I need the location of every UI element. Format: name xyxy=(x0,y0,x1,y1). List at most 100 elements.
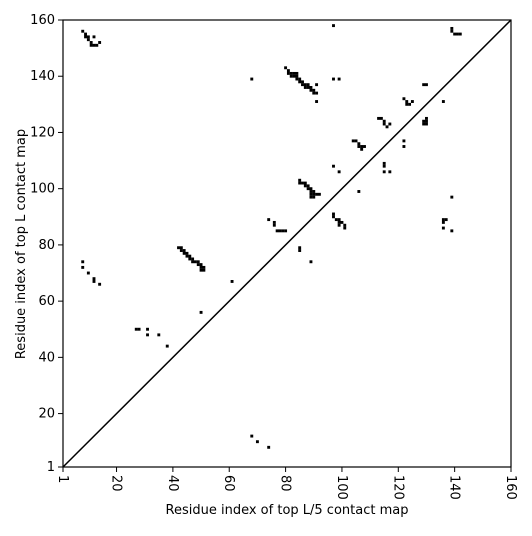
contact-point xyxy=(360,147,364,151)
contact-point xyxy=(425,116,428,120)
x-tick-label: 20 xyxy=(109,475,124,492)
contact-point xyxy=(89,43,93,47)
contact-point xyxy=(272,223,276,227)
contact-point xyxy=(188,254,192,258)
contact-point xyxy=(306,83,310,87)
contact-point xyxy=(351,139,355,143)
diagonal xyxy=(62,19,512,468)
x-tick-label: 140 xyxy=(447,475,462,500)
x-tick-label: 80 xyxy=(278,475,293,492)
contact-point xyxy=(177,246,180,250)
contact-point xyxy=(86,271,90,275)
contact-point xyxy=(81,265,85,269)
contact-point xyxy=(89,41,93,44)
contact-point xyxy=(332,215,335,219)
contact-point xyxy=(92,280,96,283)
plot-frame xyxy=(62,19,512,468)
contact-point xyxy=(284,66,288,70)
contact-point xyxy=(337,220,341,224)
contact-point xyxy=(450,229,454,233)
contact-point xyxy=(354,139,358,143)
contact-point xyxy=(289,74,293,78)
contact-point xyxy=(425,119,428,123)
contact-point xyxy=(405,100,409,103)
contact-point xyxy=(408,102,412,106)
contact-point xyxy=(202,265,206,269)
contact-point xyxy=(275,229,279,233)
contact-point xyxy=(86,35,90,39)
y-tick-label: 40 xyxy=(38,350,55,365)
contact-point xyxy=(157,333,161,337)
contact-point xyxy=(284,229,288,233)
contact-point xyxy=(255,440,259,444)
contact-point xyxy=(298,77,302,81)
contact-point xyxy=(301,83,304,87)
contact-point xyxy=(332,77,335,81)
contact-point xyxy=(303,86,307,89)
contact-point xyxy=(272,220,276,224)
contact-point xyxy=(193,260,197,264)
contact-point xyxy=(196,260,200,264)
contact-point xyxy=(286,69,290,73)
contact-point xyxy=(425,83,428,87)
x-tick-label: 120 xyxy=(390,475,405,500)
contact-point xyxy=(357,190,361,193)
x-tick-label: 40 xyxy=(165,475,180,492)
contact-point xyxy=(199,263,203,267)
contact-point xyxy=(382,122,386,126)
contact-point xyxy=(179,249,183,252)
contact-point xyxy=(303,83,307,87)
contact-point xyxy=(267,445,271,449)
contact-point xyxy=(360,145,364,148)
contact-point xyxy=(388,122,392,126)
contact-point xyxy=(134,327,138,331)
contact-point xyxy=(303,181,307,185)
contact-point xyxy=(292,71,296,75)
y-tick-label: 1 xyxy=(47,460,55,475)
contact-point xyxy=(182,249,186,252)
contact-point xyxy=(306,86,310,89)
contact-point xyxy=(317,192,321,196)
x-tick-label: 100 xyxy=(334,475,349,500)
contact-point xyxy=(388,170,392,174)
contact-point xyxy=(92,35,96,39)
contact-point xyxy=(202,268,206,272)
contact-point xyxy=(382,119,386,123)
contact-point xyxy=(315,83,319,87)
contact-point xyxy=(278,229,282,233)
contact-point xyxy=(450,195,454,199)
y-tick-label: 160 xyxy=(30,13,55,28)
contact-point xyxy=(301,181,304,185)
contact-point xyxy=(334,218,338,222)
contact-point xyxy=(301,80,304,84)
y-tick-label: 80 xyxy=(38,238,55,253)
contact-point xyxy=(309,260,313,264)
contact-point xyxy=(441,218,445,222)
x-tick-label: 1 xyxy=(55,475,70,483)
contact-point xyxy=(332,212,335,216)
contact-point xyxy=(315,100,319,103)
contact-point xyxy=(382,161,386,165)
contact-point xyxy=(312,195,316,199)
y-tick-label: 140 xyxy=(30,69,55,84)
contact-point xyxy=(309,190,313,193)
contact-point xyxy=(422,119,426,123)
contact-point xyxy=(309,192,313,196)
contact-point xyxy=(185,254,189,258)
contact-point xyxy=(458,32,462,36)
contact-point xyxy=(146,327,149,331)
contact-point xyxy=(292,74,296,78)
contact-point xyxy=(191,260,195,264)
contact-point xyxy=(332,24,335,28)
y-tick-label: 120 xyxy=(30,125,55,140)
contact-point xyxy=(444,218,448,222)
contact-point xyxy=(441,220,445,224)
contact-point xyxy=(295,77,299,81)
contact-point xyxy=(92,277,96,281)
contact-point xyxy=(441,100,445,103)
contact-point xyxy=(98,282,102,286)
contact-point xyxy=(309,187,313,191)
contact-point xyxy=(379,116,383,120)
x-tick-label: 60 xyxy=(221,475,236,492)
